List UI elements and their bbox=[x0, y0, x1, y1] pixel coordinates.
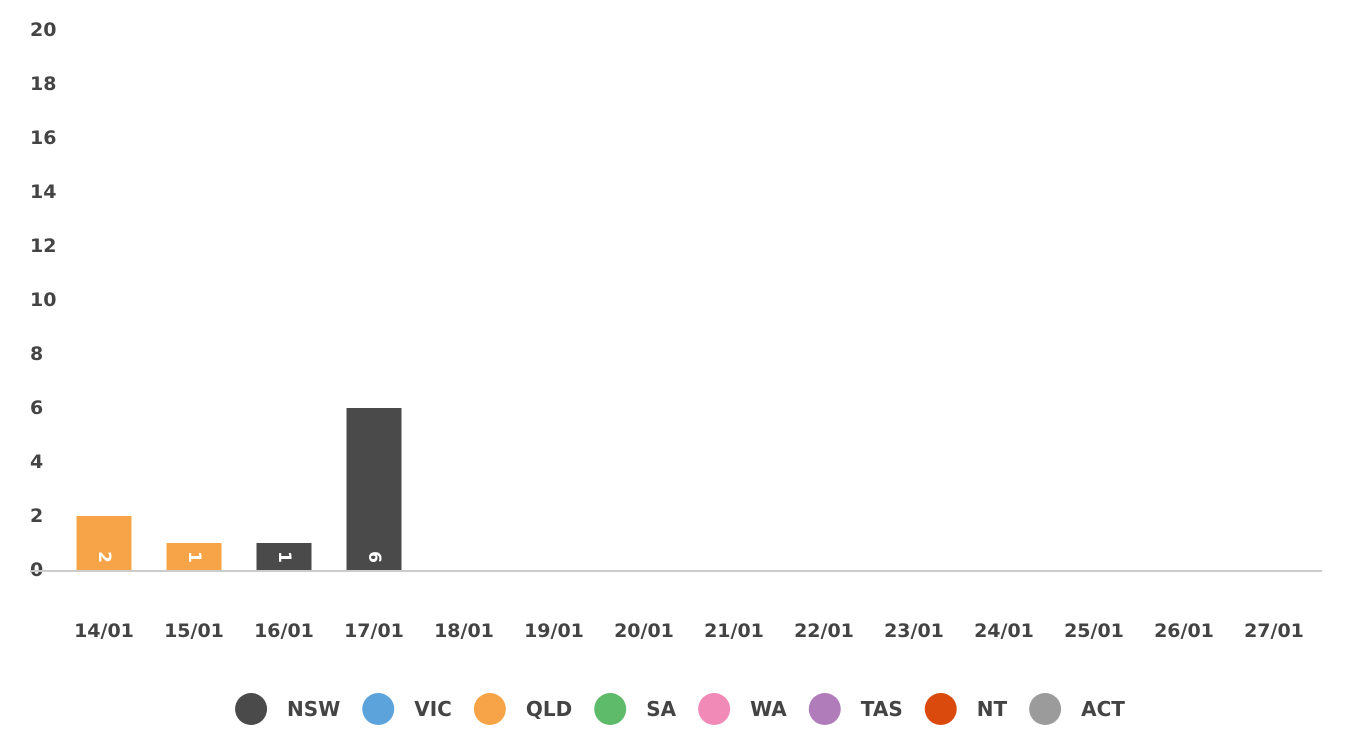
y-axis: 02468101214161820 bbox=[30, 19, 56, 581]
legend-label: VIC bbox=[414, 697, 452, 721]
legend-item-tas[interactable]: TAS bbox=[808, 693, 903, 725]
y-tick-label: 16 bbox=[30, 127, 56, 149]
legend-swatch bbox=[698, 693, 731, 725]
y-tick-label: 8 bbox=[30, 343, 43, 365]
legend-item-nt[interactable]: NT bbox=[924, 693, 1008, 725]
x-tick-label: 19/01 bbox=[524, 620, 584, 642]
legend-swatch bbox=[594, 693, 627, 725]
x-tick-label: 18/01 bbox=[434, 620, 494, 642]
x-axis: 14/01 15/01 16/01 17/01 18/01 19/01 20/01 21/01… bbox=[74, 620, 1304, 642]
y-tick-label: 20 bbox=[30, 19, 56, 41]
bar-value-label: 6 bbox=[364, 551, 384, 563]
legend-swatch bbox=[808, 693, 841, 725]
x-tick-label: 17/01 bbox=[344, 620, 404, 642]
legend-item-act[interactable]: ACT bbox=[1029, 693, 1125, 725]
legend-item-qld[interactable]: QLD bbox=[473, 693, 572, 725]
y-tick-label: 14 bbox=[30, 181, 56, 203]
x-tick-label: 20/01 bbox=[614, 620, 674, 642]
x-tick-label: 26/01 bbox=[1154, 620, 1214, 642]
y-tick-label: 2 bbox=[30, 505, 43, 527]
x-tick-label: 25/01 bbox=[1064, 620, 1124, 642]
legend-swatch bbox=[1029, 693, 1062, 725]
bar-value-label: 2 bbox=[94, 551, 114, 563]
x-tick-label: 15/01 bbox=[164, 620, 224, 642]
y-tick-label: 18 bbox=[30, 73, 56, 95]
legend-item-vic[interactable]: VIC bbox=[362, 693, 452, 725]
y-tick-label: 6 bbox=[30, 397, 43, 419]
x-tick-label: 23/01 bbox=[884, 620, 944, 642]
bars bbox=[76, 408, 402, 570]
x-tick-label: 24/01 bbox=[974, 620, 1034, 642]
legend-label: TAS bbox=[861, 697, 903, 721]
legend-swatch bbox=[473, 693, 506, 725]
legend: NSW VIC QLD SA WA TAS NT ACT bbox=[235, 693, 1125, 725]
x-tick-label: 27/01 bbox=[1244, 620, 1304, 642]
legend-swatch bbox=[235, 693, 268, 725]
legend-swatch bbox=[924, 693, 957, 725]
bar-qld bbox=[76, 516, 132, 570]
legend-label: NSW bbox=[287, 697, 340, 721]
x-tick-label: 16/01 bbox=[254, 620, 314, 642]
x-tick-label: 22/01 bbox=[794, 620, 854, 642]
x-tick-label: 21/01 bbox=[704, 620, 764, 642]
x-tick-label: 14/01 bbox=[74, 620, 134, 642]
legend-label: ACT bbox=[1081, 697, 1125, 721]
bar-nsw bbox=[346, 408, 402, 570]
y-tick-label: 4 bbox=[30, 451, 43, 473]
bar-qld bbox=[166, 543, 222, 570]
y-tick-label: 12 bbox=[30, 235, 56, 257]
legend-item-nsw[interactable]: NSW bbox=[235, 693, 340, 725]
bar-value-label: 1 bbox=[274, 551, 294, 563]
legend-label: NT bbox=[977, 697, 1008, 721]
legend-label: WA bbox=[750, 697, 787, 721]
legend-item-sa[interactable]: SA bbox=[594, 693, 677, 725]
bar-value-label: 1 bbox=[184, 551, 204, 563]
bar-labels: 2 1 1 6 bbox=[94, 551, 384, 563]
y-tick-label: 10 bbox=[30, 289, 56, 311]
bar-nsw bbox=[256, 543, 312, 570]
legend-label: QLD bbox=[526, 697, 572, 721]
legend-label: SA bbox=[646, 697, 676, 721]
legend-swatch bbox=[362, 693, 395, 725]
legend-item-wa[interactable]: WA bbox=[698, 693, 787, 725]
